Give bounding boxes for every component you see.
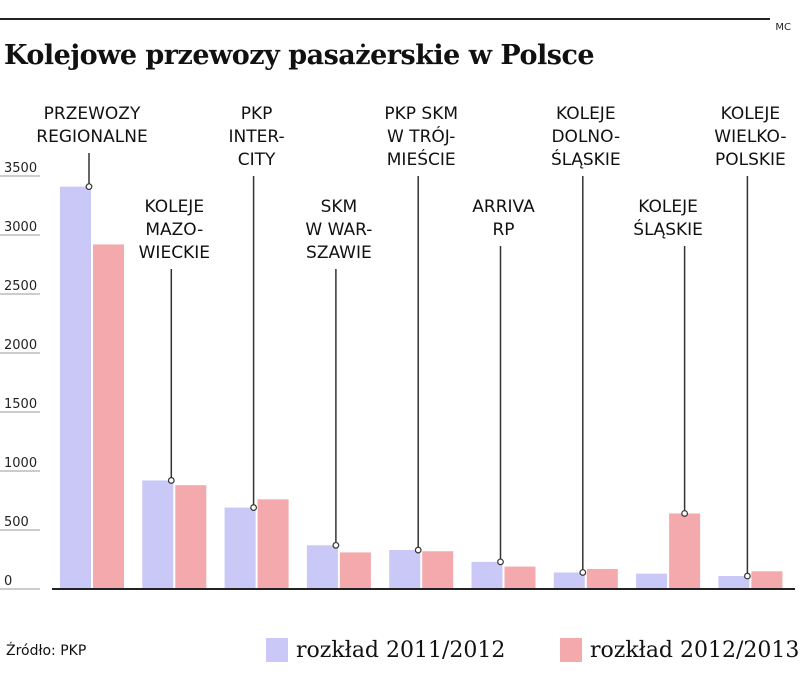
category-label: W TRÓJ- (387, 125, 455, 147)
bar-2012 (669, 513, 701, 589)
top-rule (0, 18, 770, 20)
category-label: KOLEJE (556, 104, 616, 124)
leader-dot (744, 572, 751, 580)
bar-2011 (636, 573, 668, 589)
category-label: INTER- (229, 127, 285, 147)
leader-dot (167, 477, 175, 484)
y-tick-label: 1500 (4, 397, 37, 412)
leader-dot (85, 183, 93, 191)
category-label: W WAR- (305, 220, 372, 240)
leader-dot (250, 504, 258, 511)
bar-2012 (586, 568, 618, 589)
category-label: WIELKO- (714, 127, 786, 147)
bar-chart: 0 500 1000 1500 2000 2500 3000 3500 PRZEWOZY REGI… (0, 104, 795, 590)
category-label: DOLNO- (551, 127, 620, 147)
category-label: SZAWIE (306, 243, 372, 263)
category-label: PKP SKM (384, 104, 458, 124)
leader-dot (579, 569, 587, 576)
category-label: KOLEJE (145, 197, 205, 217)
y-tick-label: 3500 (4, 161, 37, 176)
category-label: KOLEJE (638, 197, 698, 217)
leader-dot (497, 558, 504, 566)
category-label: MAZO- (145, 220, 203, 240)
bar-2011 (142, 480, 174, 589)
bar-2012 (751, 571, 783, 589)
bar-2011 (60, 186, 91, 589)
legend-label-2012: rozkład 2012/2013 (590, 637, 800, 663)
bar-2012 (175, 485, 207, 589)
category-label: MIEŚCIE (387, 148, 456, 170)
bar-2012 (422, 551, 454, 589)
y-tick-label: 0 (4, 574, 12, 589)
category-label: ŚLĄSKIE (633, 218, 703, 240)
bar-2012 (93, 244, 124, 589)
y-tick-label: 2000 (4, 338, 37, 353)
category-label: POLSKIE (715, 150, 786, 170)
legend-item-2011: rozkład 2011/2012 (266, 636, 505, 664)
bar-2011 (553, 572, 585, 589)
y-tick-label: 2500 (4, 279, 37, 294)
category-label: RP (492, 220, 514, 240)
legend-swatch-2011 (266, 638, 288, 662)
leader-dot (332, 541, 340, 549)
category-label: SKM (321, 197, 358, 217)
category-label: ARRIVA (472, 197, 535, 217)
bar-2011 (389, 550, 421, 589)
category-label: ŚLĄSKIE (551, 148, 621, 170)
y-tick-label: 3000 (4, 220, 37, 235)
y-tick-label: 1000 (4, 456, 37, 471)
category-label: KOLEJE (721, 104, 781, 124)
bar-2011 (224, 507, 256, 589)
bar-2012 (339, 552, 371, 589)
category-label: CITY (238, 150, 276, 170)
category-label: REGIONALNE (36, 127, 147, 147)
bar-2012 (257, 499, 289, 589)
y-tick-label: 500 (4, 515, 29, 530)
bar-2012 (504, 566, 536, 589)
bar-2011 (306, 545, 338, 589)
legend-label-2011: rozkład 2011/2012 (296, 637, 506, 663)
source-note: Źródło: PKP (6, 643, 87, 659)
bar-2011 (471, 561, 503, 589)
bar-2011 (718, 576, 750, 589)
leader-dot (681, 510, 688, 517)
leader-dot (414, 546, 422, 554)
credit-mark: MC (775, 22, 791, 33)
legend-item-2012: rozkład 2012/2013 (560, 636, 799, 664)
legend-swatch-2012 (560, 638, 582, 662)
category-label: WIECKIE (139, 243, 210, 263)
category-label: PKP (241, 104, 273, 124)
chart-title: Kolejowe przewozy pasażerskie w Polsce (4, 40, 595, 71)
category-label: PRZEWOZY (44, 104, 141, 124)
